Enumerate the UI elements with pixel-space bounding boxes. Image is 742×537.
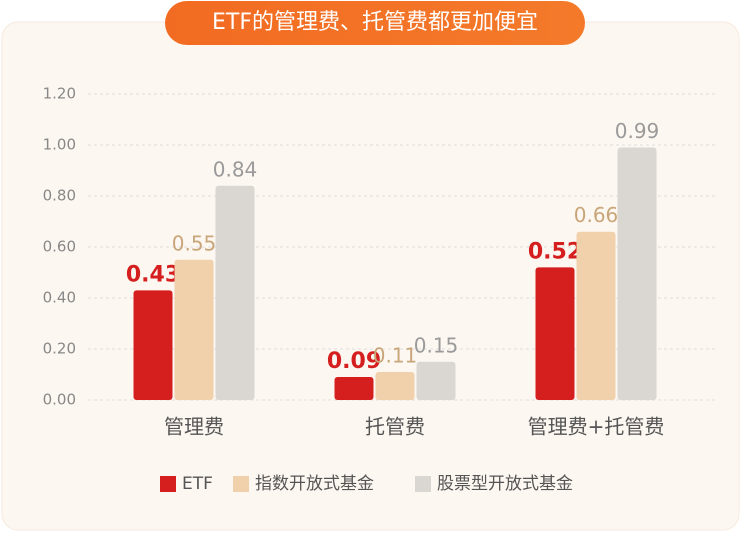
value-label: 0.84	[213, 157, 258, 181]
value-label: 0.52	[528, 239, 582, 264]
chart-title: ETF的管理费、托管费都更加便宜	[212, 10, 538, 35]
bar	[576, 231, 616, 400]
value-label: 0.66	[574, 203, 619, 227]
bar	[416, 361, 456, 400]
x-tick-label: 管理费	[164, 415, 224, 439]
legend-swatch	[415, 476, 431, 492]
value-label: 0.15	[414, 333, 459, 357]
y-tick-label: 1.20	[43, 85, 76, 103]
bar	[215, 185, 255, 400]
title-pill	[165, 1, 585, 45]
legend-label: 股票型开放式基金	[437, 474, 573, 494]
legend-label: 指数开放式基金	[255, 474, 374, 494]
bar	[133, 290, 173, 400]
legend-swatch	[160, 476, 176, 492]
bar	[375, 371, 415, 400]
value-label: 0.11	[373, 343, 418, 367]
value-label: 0.09	[327, 349, 381, 374]
y-tick-label: 1.00	[43, 136, 76, 154]
legend-swatch	[233, 476, 249, 492]
bar	[174, 259, 214, 400]
y-tick-label: 0.60	[43, 238, 76, 256]
value-label: 0.99	[615, 119, 660, 143]
value-label: 0.55	[172, 231, 217, 255]
legend-label: ETF	[182, 474, 213, 494]
y-tick-label: 0.40	[43, 289, 76, 307]
x-tick-label: 托管费	[365, 415, 425, 439]
y-tick-label: 0.20	[43, 340, 76, 358]
y-tick-label: 0.00	[43, 391, 76, 409]
value-label: 0.43	[126, 262, 180, 287]
x-tick-label: 管理费+托管费	[528, 415, 665, 439]
bar	[535, 267, 575, 400]
y-tick-label: 0.80	[43, 187, 76, 205]
bar	[617, 147, 657, 400]
bar	[334, 377, 374, 400]
